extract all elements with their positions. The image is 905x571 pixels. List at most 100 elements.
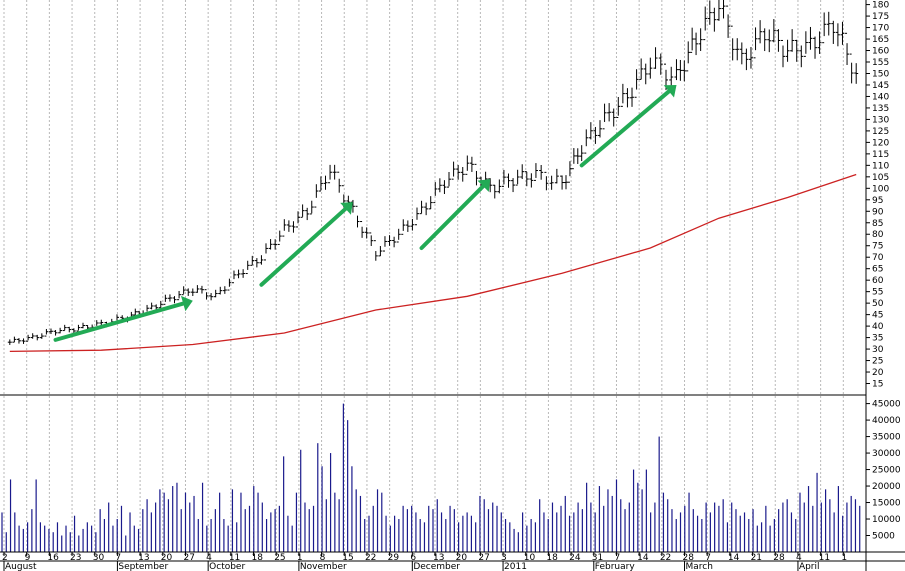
day-tick-label: 4 — [796, 553, 802, 563]
trend-arrow — [53, 301, 186, 342]
day-tick-label: 13 — [433, 553, 444, 563]
price-tick-label: 150 — [872, 69, 889, 79]
day-tick-label: 1 — [841, 553, 847, 563]
month-label: December — [413, 562, 460, 571]
day-tick-label: 18 — [546, 553, 558, 563]
volume-tick-label: 10000 — [872, 515, 901, 525]
day-tick-label: 15 — [342, 553, 353, 563]
moving-average-line — [9, 173, 857, 353]
volume-tick-label: 30000 — [872, 449, 901, 459]
price-tick-label: 65 — [872, 265, 883, 275]
price-tick-label: 45 — [872, 311, 883, 321]
day-tick-label: 8 — [320, 553, 326, 563]
price-tick-label: 85 — [872, 219, 883, 229]
price-tick-label: 30 — [872, 345, 884, 355]
price-tick-label: 55 — [872, 288, 883, 298]
price-tick-label: 120 — [872, 138, 889, 148]
price-tick-label: 35 — [872, 334, 883, 344]
price-tick-label: 100 — [872, 184, 889, 194]
price-tick-label: 165 — [872, 35, 889, 45]
day-tick-label: 10 — [524, 553, 536, 563]
day-tick-label: 7 — [705, 553, 711, 563]
month-label: November — [300, 562, 347, 571]
volume-tick-label: 35000 — [872, 433, 901, 443]
price-tick-label: 70 — [872, 253, 884, 263]
price-tick-label: 180 — [872, 1, 889, 11]
price-tick-label: 175 — [872, 12, 889, 22]
price-tick-label: 90 — [872, 207, 884, 217]
moving-average — [9, 173, 857, 353]
price-tick-label: 125 — [872, 127, 889, 137]
day-tick-label: 11 — [229, 553, 240, 563]
trend-arrows — [53, 85, 677, 342]
day-tick-label: 7 — [115, 553, 121, 563]
price-tick-label: 20 — [872, 368, 884, 378]
price-tick-label: 95 — [872, 196, 883, 206]
day-tick-label: 16 — [47, 553, 59, 563]
day-tick-label: 22 — [365, 553, 376, 563]
day-tick-label: 30 — [93, 553, 105, 563]
day-tick-label: 1 — [297, 553, 303, 563]
price-panel — [7, 0, 859, 345]
volume-tick-label: 15000 — [872, 499, 901, 509]
volume-tick-label: 5000 — [872, 532, 895, 542]
day-tick-label: 7 — [614, 553, 620, 563]
price-tick-label: 160 — [872, 47, 889, 57]
day-tick-label: 18 — [252, 553, 264, 563]
trend-arrow-head — [663, 85, 677, 98]
volume-panel — [1, 403, 861, 552]
price-tick-label: 155 — [872, 58, 889, 68]
day-tick-label: 4 — [206, 553, 212, 563]
day-tick-label: 2 — [2, 553, 8, 563]
day-tick-label: 25 — [274, 553, 285, 563]
day-tick-label: 24 — [569, 553, 581, 563]
day-tick-label: 6 — [410, 553, 416, 563]
price-tick-label: 25 — [872, 357, 883, 367]
day-tick-label: 28 — [773, 553, 785, 563]
trend-arrow — [579, 89, 671, 168]
day-tick-label: 20 — [456, 553, 468, 563]
gridlines — [3, 0, 844, 552]
month-label: October — [209, 562, 245, 571]
day-tick-label: 27 — [183, 553, 194, 563]
month-label: March — [686, 562, 713, 571]
month-label: September — [118, 562, 168, 571]
price-tick-label: 130 — [872, 115, 889, 125]
trend-arrow-head — [340, 202, 353, 215]
trend-arrow — [259, 206, 348, 287]
day-tick-label: 3 — [501, 553, 507, 563]
price-tick-label: 80 — [872, 230, 884, 240]
month-label: 2011 — [504, 562, 527, 571]
price-tick-label: 110 — [872, 161, 889, 171]
price-tick-label: 105 — [872, 173, 889, 183]
day-tick-label: 9 — [25, 553, 31, 563]
day-tick-label: 14 — [728, 553, 740, 563]
day-tick-label: 20 — [161, 553, 173, 563]
trend-arrow-head — [477, 179, 491, 192]
day-tick-label: 14 — [637, 553, 649, 563]
day-tick-label: 31 — [592, 553, 603, 563]
trend-arrow — [419, 184, 486, 251]
price-tick-label: 145 — [872, 81, 889, 91]
volume-tick-label: 20000 — [872, 482, 901, 492]
month-label: April — [799, 562, 820, 571]
day-tick-label: 22 — [660, 553, 671, 563]
month-label: August — [5, 562, 37, 571]
day-tick-label: 29 — [388, 553, 400, 563]
volume-tick-label: 40000 — [872, 416, 901, 426]
price-tick-label: 170 — [872, 24, 889, 34]
day-tick-label: 27 — [478, 553, 489, 563]
volume-tick-label: 25000 — [872, 466, 901, 476]
month-label: February — [595, 562, 636, 571]
price-tick-label: 140 — [872, 92, 889, 102]
price-tick-label: 50 — [872, 299, 884, 309]
price-tick-label: 60 — [872, 276, 884, 286]
price-tick-label: 115 — [872, 150, 889, 160]
price-tick-label: 135 — [872, 104, 889, 114]
price-tick-label: 15 — [872, 380, 883, 390]
day-tick-label: 21 — [751, 553, 762, 563]
day-tick-label: 11 — [819, 553, 830, 563]
day-tick-label: 13 — [138, 553, 149, 563]
